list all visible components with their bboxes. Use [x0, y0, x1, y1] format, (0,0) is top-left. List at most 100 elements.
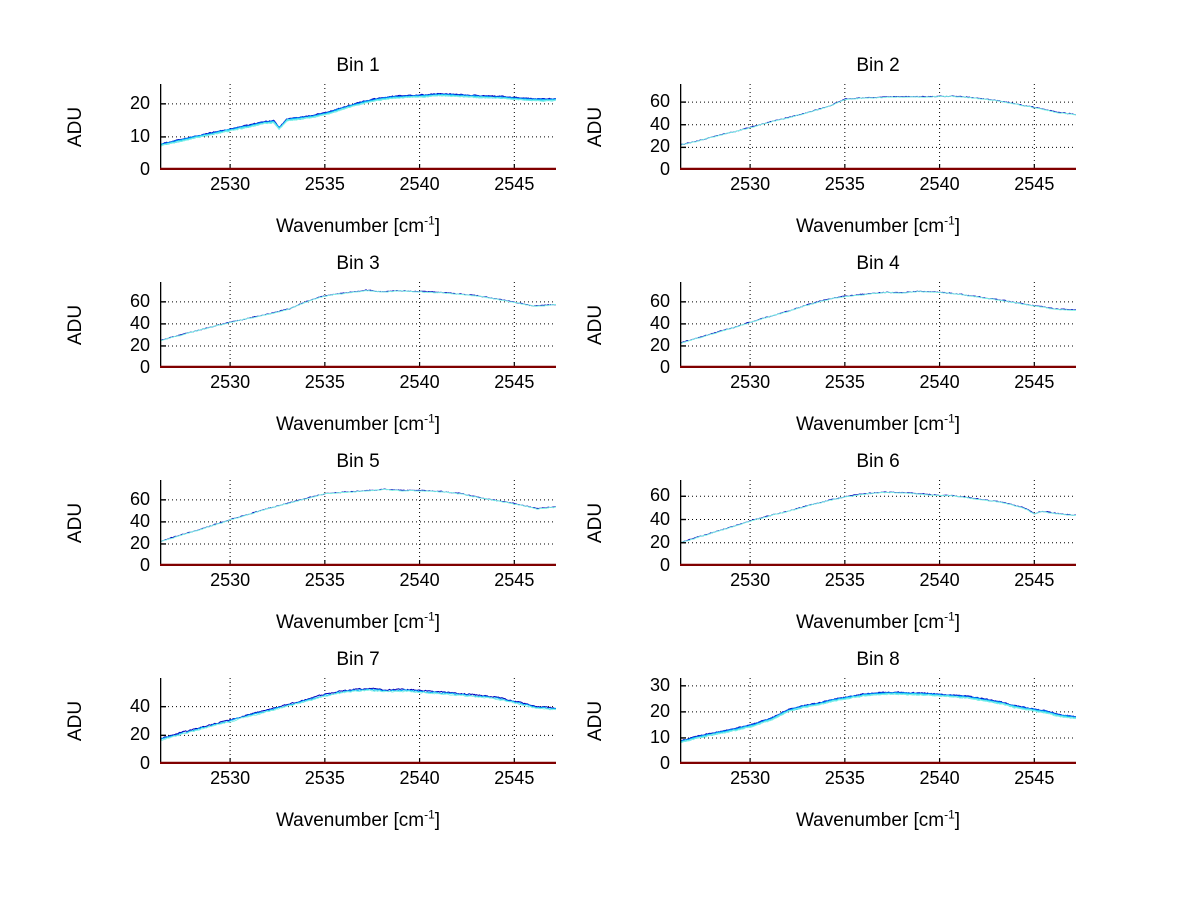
x-axis-label: Wavenumber [cm-1] [160, 215, 556, 238]
x-axis-label-prefix: Wavenumber [cm [275, 216, 425, 237]
x-tick-label: 2540 [399, 372, 440, 392]
y-tick-label: 20 [649, 700, 670, 721]
data-trace [160, 93, 556, 145]
subplot-title: Bin 1 [336, 55, 380, 76]
x-axis-label-exponent: -1 [944, 411, 955, 426]
data-trace [160, 687, 556, 740]
y-tick-label: 60 [129, 488, 150, 509]
y-axis-label: ADU [585, 502, 606, 544]
data-trace [680, 692, 1076, 743]
x-axis-label-prefix: Wavenumber [cm [795, 216, 945, 237]
data-trace [680, 290, 1076, 344]
data-trace [160, 93, 556, 146]
data-trace [160, 689, 556, 742]
data-trace [160, 94, 556, 147]
x-tick-label: 2540 [399, 174, 440, 194]
plot-area [160, 480, 556, 566]
x-tick-label: 2540 [399, 768, 440, 788]
data-trace [680, 491, 1076, 544]
y-tick-label: 40 [129, 695, 150, 716]
y-tick-label: 0 [139, 753, 150, 773]
y-axis-label: ADU [585, 106, 606, 148]
y-tick-label: 40 [649, 312, 670, 333]
y-tick-label: 20 [129, 92, 150, 113]
data-trace [160, 289, 556, 341]
x-axis-label-prefix: Wavenumber [cm [275, 612, 425, 633]
x-tick-label: 2545 [1014, 570, 1055, 590]
x-tick-label: 2545 [1014, 174, 1055, 194]
y-tick-label: 10 [129, 125, 150, 146]
y-axis-label: ADU [585, 304, 606, 346]
y-tick-label: 40 [649, 508, 670, 529]
data-trace [680, 691, 1076, 742]
x-axis-label-exponent: -1 [424, 609, 435, 624]
subplot-title: Bin 8 [856, 649, 900, 670]
plot-area [160, 84, 556, 170]
data-trace [680, 692, 1076, 743]
x-axis-label-suffix: ] [434, 414, 441, 435]
x-axis-label-prefix: Wavenumber [cm [275, 810, 425, 831]
x-axis-label-suffix: ] [954, 612, 961, 633]
x-tick-label: 2545 [1014, 768, 1055, 788]
x-tick-label: 2530 [730, 768, 771, 788]
x-tick-label: 2530 [730, 372, 771, 392]
x-tick-label: 2530 [730, 570, 771, 590]
y-tick-label: 0 [659, 555, 670, 575]
subplot-title: Bin 4 [856, 253, 900, 274]
x-axis-label-exponent: -1 [944, 213, 955, 228]
x-tick-label: 2540 [919, 570, 960, 590]
x-axis-label-suffix: ] [434, 612, 441, 633]
x-tick-label: 2535 [824, 570, 865, 590]
x-tick-label: 2540 [919, 372, 960, 392]
y-tick-label: 20 [129, 532, 150, 553]
x-tick-label: 2535 [304, 174, 345, 194]
y-tick-label: 0 [139, 555, 150, 575]
subplot-title: Bin 5 [336, 451, 380, 472]
data-trace [160, 289, 556, 342]
x-axis-label: Wavenumber [cm-1] [160, 413, 556, 436]
y-tick-label: 10 [649, 726, 670, 747]
x-axis-label-suffix: ] [954, 810, 961, 831]
data-trace [680, 290, 1076, 344]
x-axis-label-prefix: Wavenumber [cm [795, 414, 945, 435]
x-tick-label: 2540 [919, 768, 960, 788]
x-tick-label: 2540 [919, 174, 960, 194]
plot-area [160, 678, 556, 764]
y-tick-label: 20 [129, 334, 150, 355]
y-axis-label: ADU [65, 700, 86, 742]
x-tick-label: 2535 [304, 570, 345, 590]
y-axis-label: ADU [65, 502, 86, 544]
y-axis-label: ADU [585, 700, 606, 742]
x-axis-label-exponent: -1 [424, 807, 435, 822]
data-trace [680, 692, 1076, 743]
subplot-title: Bin 7 [336, 649, 380, 670]
x-axis-label: Wavenumber [cm-1] [160, 609, 556, 634]
y-tick-label: 60 [129, 290, 150, 311]
x-tick-label: 2545 [494, 768, 535, 788]
y-tick-label: 20 [129, 724, 150, 745]
data-trace [160, 688, 556, 740]
data-trace [160, 93, 556, 145]
y-tick-label: 20 [649, 136, 670, 157]
plot-area [680, 480, 1076, 566]
x-axis-label-exponent: -1 [944, 609, 955, 624]
y-axis-label: ADU [65, 106, 86, 148]
y-tick-label: 40 [649, 113, 670, 134]
data-trace [680, 95, 1076, 146]
x-axis-label: Wavenumber [cm-1] [680, 609, 1076, 634]
data-trace [680, 95, 1076, 146]
x-axis-label-suffix: ] [434, 810, 441, 831]
x-tick-label: 2545 [494, 570, 535, 590]
data-trace [160, 94, 556, 147]
y-tick-label: 40 [129, 510, 150, 531]
x-tick-label: 2545 [494, 174, 535, 194]
data-trace [160, 94, 556, 147]
y-tick-label: 0 [659, 159, 670, 179]
data-trace [680, 692, 1076, 744]
